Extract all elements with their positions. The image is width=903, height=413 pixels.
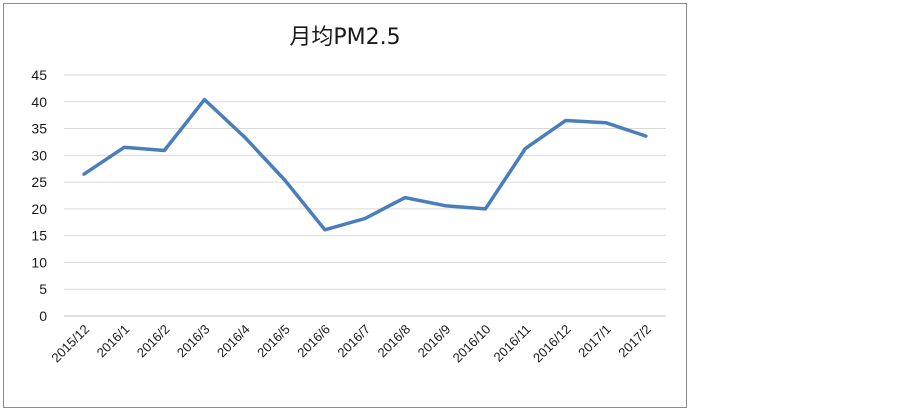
gridlines <box>64 74 666 317</box>
y-tick-label: 15 <box>31 228 47 244</box>
x-tick-label: 2016/2 <box>134 322 173 361</box>
y-tick-label: 25 <box>31 174 47 190</box>
x-tick-label: 2016/4 <box>214 322 253 361</box>
x-tick-label: 2016/8 <box>375 322 414 361</box>
x-axis-ticks: 2015/12 2016/1 2016/2 2016/3 2016/4 2016/5 201… <box>48 322 654 366</box>
x-tick-label: 2016/12 <box>530 322 574 366</box>
x-tick-label: 2016/1 <box>94 322 133 361</box>
y-axis-ticks: 0 5 10 15 20 25 30 35 40 45 <box>31 67 47 324</box>
x-tick-label: 2016/6 <box>294 322 333 361</box>
series-line <box>82 97 648 232</box>
x-tick-label: 2016/11 <box>490 322 533 365</box>
x-tick-label: 2016/3 <box>174 322 213 361</box>
chart-title: 月均PM2.5 <box>289 25 400 50</box>
y-tick-label: 40 <box>31 94 47 110</box>
series-layer <box>82 97 648 232</box>
x-tick-label: 2016/9 <box>415 322 454 361</box>
chart-frame <box>3 3 687 408</box>
x-tick-label: 2015/12 <box>48 322 92 366</box>
y-tick-label: 30 <box>31 147 47 163</box>
x-tick-label: 2017/1 <box>575 322 614 361</box>
x-tick-label: 2016/5 <box>254 322 293 361</box>
x-tick-label: 2016/10 <box>450 322 494 366</box>
x-tick-label: 2017/2 <box>615 322 654 361</box>
y-tick-label: 0 <box>39 308 47 324</box>
y-tick-label: 45 <box>31 67 47 83</box>
x-tick-label: 2016/7 <box>334 322 373 361</box>
y-tick-label: 20 <box>31 201 47 217</box>
y-tick-label: 35 <box>31 121 47 137</box>
y-tick-label: 5 <box>39 281 47 297</box>
y-tick-label: 10 <box>31 254 47 270</box>
